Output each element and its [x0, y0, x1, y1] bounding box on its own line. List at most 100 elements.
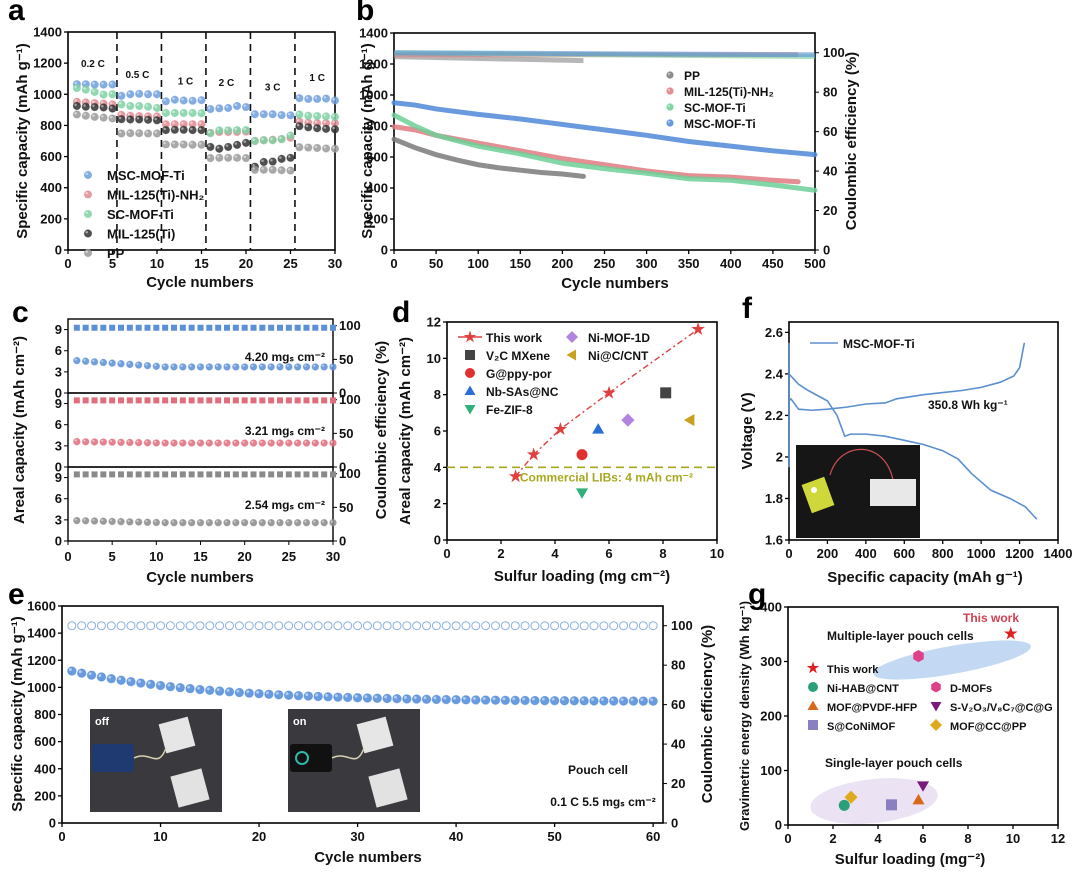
ce-point-e	[491, 621, 501, 631]
data-point-a-highlight	[181, 110, 184, 113]
data-point-a-highlight	[279, 167, 282, 171]
capacity-point-c-highlight	[127, 440, 130, 443]
y-tick-label-a: 1200	[33, 56, 62, 71]
capacity-point-e-highlight	[620, 698, 624, 702]
data-point-a-highlight	[145, 131, 149, 134]
data-point-a	[108, 90, 117, 99]
capacity-point-e	[67, 666, 77, 676]
legend-label-a: SC-MOF-Ti	[107, 207, 174, 222]
data-point-d-0	[526, 447, 541, 461]
ce-point-e	[461, 621, 471, 631]
y-tick-label-d: 4	[434, 460, 442, 475]
y-tick-label-c: 0	[55, 534, 62, 549]
x-tick-label-c: 25	[282, 549, 296, 564]
capacity-point-c-highlight	[154, 364, 157, 367]
capacity-point-e-highlight	[541, 697, 545, 701]
capacity-point-e-highlight	[650, 698, 654, 702]
data-point-a	[108, 114, 117, 123]
data-point-a	[72, 101, 82, 111]
ce-point-c	[277, 397, 283, 404]
data-point-a-highlight	[145, 117, 149, 120]
capacity-point-e-highlight	[512, 697, 516, 701]
capacity-point-e	[116, 675, 126, 685]
capacity-point-e	[86, 670, 97, 680]
ce-point-c	[241, 471, 248, 478]
ce-point-c	[91, 397, 98, 404]
data-point-d-0	[602, 385, 616, 399]
ce-point-c	[312, 324, 319, 331]
ce-point-e	[648, 621, 658, 631]
y-tick-label-a: 0	[55, 243, 62, 258]
capacity-point-c	[73, 516, 81, 525]
data-point-a-highlight	[101, 115, 104, 118]
y-tick-label-c: 0	[55, 460, 62, 475]
x-tick-label-e: 0	[58, 829, 65, 844]
data-point-a	[286, 153, 295, 162]
photo-pouch-cell-e-1b	[368, 768, 408, 808]
ce-point-c	[144, 471, 151, 478]
ce-point-e	[77, 621, 87, 631]
data-point-a	[161, 108, 170, 118]
data-point-g-0	[1003, 626, 1018, 640]
capacity-point-e	[638, 696, 648, 706]
legend-label-f: MSC-MOF-Ti	[843, 337, 915, 351]
x-tick-label-b: 350	[678, 256, 700, 271]
capacity-point-c	[161, 518, 169, 527]
data-point-a	[224, 153, 233, 162]
data-point-a	[170, 108, 179, 118]
capacity-point-c-highlight	[162, 364, 166, 367]
legend-marker-a	[83, 248, 93, 258]
capacity-point-c-highlight	[127, 362, 130, 365]
x-tick-label-e: 30	[350, 829, 364, 844]
capacity-point-c	[223, 439, 231, 447]
data-point-a	[108, 80, 117, 89]
data-point-a	[322, 94, 331, 103]
capacity-point-c-highlight	[145, 363, 148, 366]
capacity-point-c-highlight	[304, 364, 307, 367]
ce-point-c	[259, 471, 266, 478]
data-point-a-highlight	[296, 123, 300, 127]
ce-point-c	[294, 471, 301, 478]
data-point-a-highlight	[92, 100, 95, 104]
ce-point-e	[234, 621, 244, 631]
data-point-a-highlight	[287, 112, 291, 116]
data-point-a-highlight	[332, 114, 335, 117]
data-point-a	[259, 136, 268, 145]
photo-label-e-0: off	[95, 716, 109, 728]
capacity-point-c	[214, 518, 222, 527]
data-point-a	[144, 129, 153, 138]
multi-layer-region-g	[873, 640, 1031, 680]
capacity-point-c-highlight	[304, 440, 307, 444]
y-tick-label-g: 400	[760, 600, 782, 615]
x-tick-label-f: 200	[817, 546, 839, 561]
data-point-a	[197, 140, 206, 149]
data-point-a-highlight	[154, 91, 158, 95]
capacity-point-e	[254, 689, 264, 699]
capacity-point-c	[152, 362, 161, 370]
y-tick-label-e: 1200	[27, 653, 56, 668]
capacity-point-c-highlight	[295, 440, 298, 444]
capacity-point-c-highlight	[313, 520, 316, 523]
data-point-a	[233, 101, 242, 111]
capacity-point-c	[240, 518, 249, 527]
data-point-a	[224, 103, 233, 113]
data-point-a	[197, 96, 206, 105]
capacity-point-c-highlight	[180, 520, 183, 523]
y-tick-label-c: 3	[55, 438, 62, 453]
legend-marker-b-highlight	[667, 72, 670, 75]
legend-label-g: S-V₂O₃/V₈C₇@C@G	[950, 702, 1053, 714]
ce-point-e	[579, 621, 589, 631]
ce-point-e	[136, 621, 146, 631]
rate-label-a: 2 C	[219, 78, 235, 89]
capacity-point-c-highlight	[313, 440, 316, 444]
ce-point-c	[224, 397, 230, 404]
data-point-a	[250, 110, 259, 119]
ce-point-c	[303, 397, 310, 404]
y-axis-label-e: Specific capacity (mAh g⁻¹)	[9, 616, 26, 811]
capacity-point-c-highlight	[321, 440, 325, 444]
data-point-a-highlight	[216, 146, 220, 149]
y-right-tick-label-c: 0	[339, 386, 346, 401]
capacity-point-e-highlight	[571, 697, 575, 701]
x-tick-label-b: 500	[804, 256, 826, 271]
data-point-a-highlight	[101, 82, 104, 85]
